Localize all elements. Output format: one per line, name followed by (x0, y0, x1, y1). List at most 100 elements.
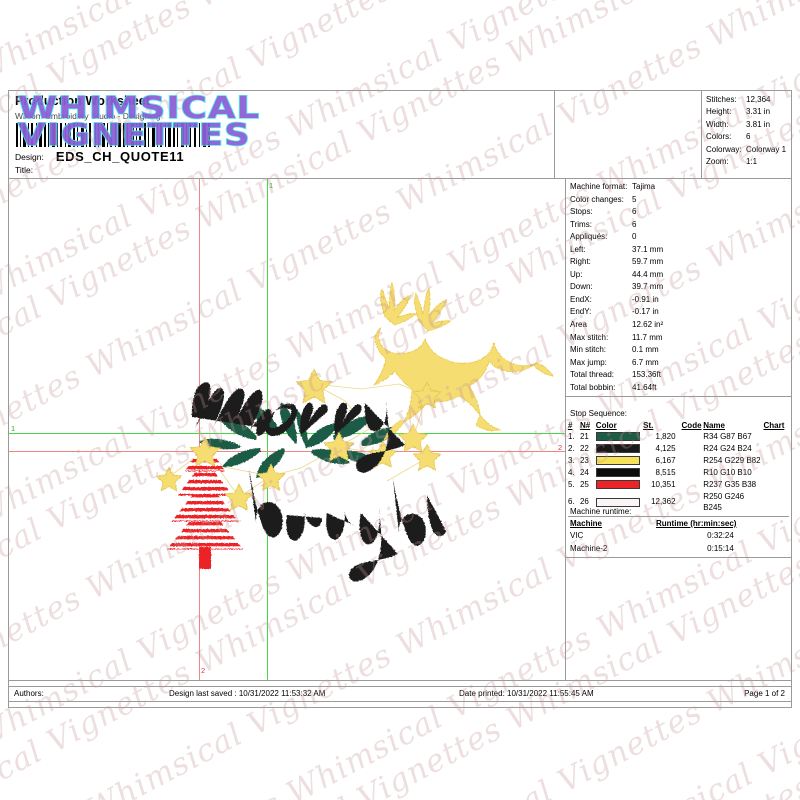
spec-value: -0.17 in (632, 307, 659, 317)
cell-code (682, 455, 704, 467)
cell-chart (763, 455, 787, 467)
watermark-text: Whimsical Vignettes Whimsical Vignettes … (0, 0, 800, 32)
spec-max-jump: Max jump: 6.7 mm (570, 357, 791, 370)
spec-key: Trims: (570, 219, 592, 229)
footer-printed: Date printed: 10/31/2022 11:55:45 AM (459, 689, 594, 698)
spec-value: 11.7 mm (632, 332, 663, 342)
cell-stitches: 10,351 (651, 479, 676, 489)
table-row[interactable]: 5. 25 10,351 R237 G35 B38 (568, 479, 787, 491)
table-row[interactable]: 3. 23 6,167 R254 G229 B82 (568, 455, 787, 467)
spec-value: 44.4 mm (632, 269, 664, 279)
design-value: EDS_CH_QUOTE11 (55, 149, 185, 164)
guide-horizontal-red (9, 451, 565, 452)
panel-divider (566, 557, 791, 558)
spec-key: Down: (570, 282, 593, 292)
table-row[interactable]: 4. 24 8,515 R10 G10 B10 (568, 467, 787, 479)
color-swatch (595, 456, 640, 466)
spec-value: 0.1 mm (632, 345, 659, 355)
spec-total-bobbin: Total bobbin: 41.64ft (570, 382, 791, 395)
footer-page: Page 1 of 2 (744, 689, 785, 698)
spec-key: EndY: (570, 307, 592, 317)
cell-machine: Machine-2 (570, 543, 608, 553)
stat-key: Stitches: (706, 95, 737, 104)
footer-bar: Authors: Design last saved : 10/31/2022 … (9, 686, 791, 702)
col-num: # (568, 421, 573, 430)
cell-num: 4. (568, 467, 575, 477)
stat-value: 6 (746, 132, 751, 142)
stat-value: 1:1 (746, 157, 758, 167)
footer-saved: Design last saved : 10/31/2022 11:53:32 … (169, 689, 326, 698)
stat-zoom: Zoom: 1:1 (706, 156, 791, 168)
design-canvas[interactable]: 1 1 2 2 (9, 179, 566, 680)
col-code: Code (681, 421, 702, 430)
spec-value: Tajima (632, 182, 656, 191)
cell-name: R254 G229 B82 (703, 455, 761, 465)
color-swatch (595, 480, 640, 490)
table-header-row: # N# Color St. Code Name Chart (568, 421, 787, 431)
spec-right: Right: 59.7 mm (570, 256, 791, 269)
cell-stitches: 1,820 (655, 432, 676, 441)
spec-key: Min stitch: (570, 345, 607, 355)
machine-runtime-section: Machine runtime: Machine Runtime (hr:min… (570, 506, 787, 555)
cell-machine: VIC (570, 531, 584, 541)
title-label: Title: (15, 165, 34, 175)
stat-value: 12,364 (746, 95, 771, 104)
machine-spec-list: Machine format: Tajima Color changes: 5 St… (566, 179, 791, 398)
stat-value: Colorway 1 (746, 144, 787, 154)
spec-key: Max stitch: (570, 332, 609, 342)
cell-name: R10 G10 B10 (703, 467, 752, 477)
spec-key: Max jump: (570, 357, 607, 367)
table-row[interactable]: 1. 21 1,820 R34 G87 B67 (568, 431, 787, 443)
spec-key: Total thread: (570, 370, 615, 380)
spec-key: Up: (570, 269, 583, 279)
stat-colorway: Colorway: Colorway 1 (706, 144, 791, 156)
spec-value: 0 (632, 232, 637, 242)
stat-width: Width: 3.81 in (706, 119, 791, 131)
cell-needle: 25 (579, 479, 589, 489)
runtime-header-row: Machine Runtime (hr:min:sec) (570, 518, 785, 530)
col-machine: Machine (570, 519, 603, 528)
cell-num: 3. (568, 455, 575, 465)
stat-height: Height: 3.31 in (706, 106, 791, 118)
stat-key: Colors: (706, 132, 732, 142)
color-swatch (595, 497, 640, 507)
spec-value: 41.64ft (632, 382, 657, 392)
cell-needle: 23 (579, 455, 589, 465)
spec-endy: EndY: -0.17 in (570, 306, 791, 319)
spec-min-stitch: Min stitch: 0.1 mm (570, 344, 791, 357)
spec-down: Down: 39.7 mm (570, 281, 791, 294)
worksheet-page: Production Worksheet Wilcom Embroidery S… (8, 90, 792, 708)
spec-key: Left: (570, 244, 586, 254)
spec-left: Left: 37.1 mm (570, 244, 791, 257)
spec-stops: Stops: 6 (570, 206, 791, 219)
cell-name: R34 G87 B67 (703, 432, 752, 441)
col-color: Color (595, 421, 617, 430)
design-stats-box: Stitches: 12,364 Height: 3.31 in Width: … (701, 91, 791, 178)
spec-value: -0.91 in (632, 294, 659, 304)
design-label: Design: (15, 152, 44, 162)
cell-runtime: 0:32:24 (707, 531, 734, 541)
script-word-merry (191, 382, 405, 473)
stat-key: Height: (706, 107, 732, 117)
cell-needle: 22 (579, 443, 589, 453)
info-panel: Machine format: Tajima Color changes: 5 St… (566, 179, 791, 680)
spec-key: Right: (570, 257, 591, 267)
spec-value: 59.7 mm (632, 257, 664, 267)
col-name: Name (703, 421, 725, 430)
color-swatch (595, 444, 640, 454)
table-row[interactable]: 2. 22 4,125 R24 G24 B24 (568, 443, 787, 455)
cell-num: 6. (568, 497, 575, 507)
spec-key: Color changes: (570, 194, 624, 204)
spec-key: Stops: (570, 207, 593, 217)
runtime-row: Machine-2 0:15:14 (570, 543, 785, 555)
stop-sequence-table: # N# Color St. Code Name Chart 1. 21 1, (568, 421, 789, 518)
spec-key: Total bobbin: (570, 382, 616, 392)
guide-label-right: 2 (558, 443, 563, 452)
star-group (155, 368, 442, 511)
spec-key: Appliqués: (570, 232, 608, 242)
table-row[interactable]: 6. 26 12,362 R250 G246 B245 (568, 491, 787, 515)
color-swatch (595, 468, 640, 478)
stat-colors: Colors: 6 (706, 131, 791, 143)
header-left-block: Production Worksheet Wilcom Embroidery S… (9, 91, 555, 178)
guide-vertical-red (199, 179, 200, 680)
